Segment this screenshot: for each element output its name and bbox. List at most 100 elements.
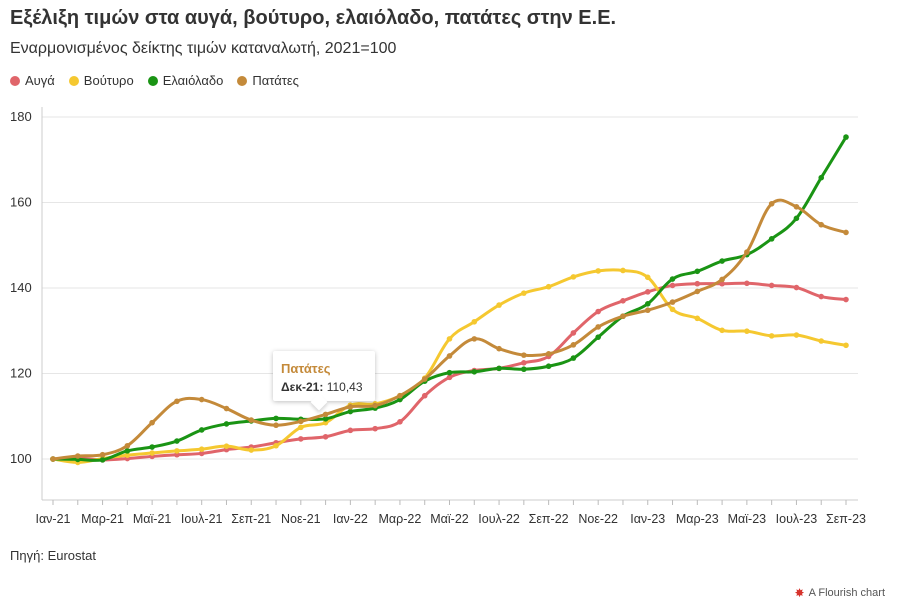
data-point-potatoes bbox=[496, 345, 502, 352]
data-point-potatoes bbox=[198, 396, 205, 403]
data-point-olive-oil bbox=[198, 427, 205, 433]
data-point-butter bbox=[273, 442, 279, 449]
data-point-potatoes bbox=[570, 342, 577, 348]
data-point-eggs bbox=[595, 308, 601, 315]
data-point-butter bbox=[322, 419, 329, 426]
data-point-butter bbox=[669, 306, 676, 313]
data-point-potatoes bbox=[124, 442, 131, 449]
data-point-eggs bbox=[570, 330, 577, 336]
series-line-butter bbox=[51, 268, 848, 464]
data-point-butter bbox=[149, 450, 155, 456]
data-point-olive-oil bbox=[496, 365, 502, 372]
source-note: Πηγή: Eurostat bbox=[10, 548, 96, 563]
data-point-potatoes bbox=[347, 404, 354, 410]
data-point-olive-oil bbox=[694, 268, 701, 275]
data-point-butter bbox=[521, 290, 527, 296]
data-point-potatoes bbox=[99, 451, 106, 458]
data-point-eggs bbox=[669, 282, 676, 289]
data-point-eggs bbox=[174, 451, 180, 458]
data-point-olive-oil bbox=[223, 421, 230, 427]
data-point-olive-oil bbox=[644, 301, 651, 307]
flourish-credit[interactable]: ✸ A Flourish chart bbox=[795, 586, 885, 600]
legend-label-butter: Βούτυρο bbox=[83, 73, 134, 88]
x-tick-label: Σεπ-21 bbox=[231, 512, 271, 526]
data-point-butter bbox=[744, 328, 750, 334]
x-tick-label: Ιαν-21 bbox=[35, 512, 70, 526]
data-point-potatoes bbox=[620, 313, 626, 320]
x-tick-label: Μαϊ-21 bbox=[133, 512, 172, 526]
legend-item-butter[interactable]: Βούτυρο bbox=[68, 73, 134, 88]
data-point-olive-oil bbox=[347, 408, 354, 415]
data-point-potatoes bbox=[298, 418, 304, 425]
data-point-olive-oil bbox=[397, 396, 403, 403]
x-tick-label: Μαρ-21 bbox=[81, 512, 124, 526]
data-point-potatoes bbox=[471, 336, 478, 342]
data-point-eggs bbox=[298, 436, 304, 442]
x-tick-label: Μαϊ-22 bbox=[430, 512, 469, 526]
data-point-butter bbox=[694, 315, 701, 322]
data-point-olive-oil bbox=[595, 334, 601, 340]
data-point-potatoes bbox=[719, 276, 725, 283]
data-point-eggs bbox=[793, 284, 800, 291]
data-point-eggs bbox=[818, 293, 825, 300]
data-point-potatoes bbox=[149, 419, 155, 426]
data-point-eggs bbox=[421, 392, 428, 399]
data-point-butter bbox=[298, 424, 304, 431]
data-point-butter bbox=[496, 302, 502, 308]
data-point-butter bbox=[471, 318, 478, 325]
data-point-potatoes bbox=[174, 398, 180, 405]
data-point-potatoes bbox=[223, 405, 230, 412]
x-tick-label: Σεπ-22 bbox=[529, 512, 569, 526]
tooltip-body: Δεκ-21: 110,43 bbox=[281, 380, 367, 394]
data-point-potatoes bbox=[793, 203, 800, 210]
legend-item-olive-oil[interactable]: Ελαιόλαδο bbox=[147, 73, 223, 88]
x-tick-label: Μαρ-22 bbox=[379, 512, 422, 526]
legend-item-potatoes[interactable]: Πατάτες bbox=[237, 73, 299, 88]
data-point-olive-oil bbox=[768, 236, 775, 242]
y-tick-label: 100 bbox=[10, 451, 32, 466]
tooltip: Πατάτες Δεκ-21: 110,43 bbox=[273, 351, 375, 401]
data-point-butter bbox=[719, 327, 725, 334]
legend-item-eggs[interactable]: Αυγά bbox=[10, 73, 55, 88]
data-point-eggs bbox=[644, 289, 651, 295]
x-tick-label: Ιουλ-21 bbox=[181, 512, 223, 526]
data-point-butter bbox=[198, 446, 205, 452]
x-tick-label: Σεπ-23 bbox=[826, 512, 866, 526]
data-point-eggs bbox=[198, 450, 205, 457]
data-point-potatoes bbox=[322, 411, 329, 418]
data-point-potatoes bbox=[521, 352, 527, 358]
data-point-olive-oil bbox=[793, 215, 800, 222]
data-point-olive-oil bbox=[124, 448, 131, 454]
data-point-butter bbox=[545, 283, 552, 290]
data-point-olive-oil bbox=[719, 258, 725, 264]
data-point-olive-oil bbox=[471, 368, 478, 375]
y-tick-label: 180 bbox=[10, 109, 32, 124]
data-point-olive-oil bbox=[521, 366, 527, 373]
series-line-potatoes bbox=[51, 198, 848, 461]
x-tick-label: Ιουλ-23 bbox=[776, 512, 818, 526]
data-point-butter bbox=[793, 332, 800, 338]
data-point-eggs bbox=[843, 296, 849, 303]
data-point-butter bbox=[124, 452, 131, 458]
data-point-butter bbox=[843, 342, 849, 349]
data-point-potatoes bbox=[74, 453, 81, 459]
data-point-olive-oil bbox=[273, 415, 279, 422]
x-tick-label: Ιαν-22 bbox=[333, 512, 368, 526]
tooltip-date: Δεκ-21: bbox=[281, 380, 324, 394]
data-point-eggs bbox=[744, 280, 750, 287]
flourish-logo-icon: ✸ bbox=[794, 586, 805, 600]
x-tick-label: Νοε-21 bbox=[281, 512, 321, 526]
data-point-potatoes bbox=[273, 422, 279, 429]
data-point-potatoes bbox=[818, 221, 825, 228]
x-tick-label: Μαρ-23 bbox=[676, 512, 719, 526]
x-tick-label: Νοε-22 bbox=[578, 512, 618, 526]
data-point-butter bbox=[248, 447, 255, 453]
data-point-olive-oil bbox=[570, 355, 577, 361]
data-point-butter bbox=[570, 274, 577, 280]
chart-title: Εξέλιξη τιμών στα αυγά, βούτυρο, ελαιόλα… bbox=[10, 7, 617, 29]
legend-swatch-eggs bbox=[10, 75, 20, 86]
data-point-olive-oil bbox=[545, 363, 552, 370]
legend: Αυγά Βούτυρο Ελαιόλαδο Πατάτες bbox=[10, 73, 299, 88]
data-point-olive-oil bbox=[843, 134, 849, 140]
